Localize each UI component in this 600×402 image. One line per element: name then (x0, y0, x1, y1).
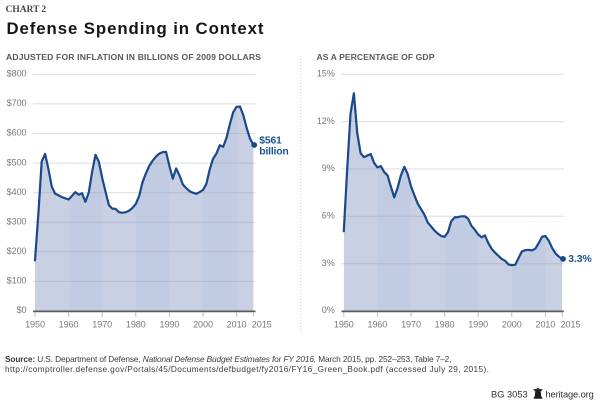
svg-text:12%: 12% (317, 116, 335, 126)
svg-text:$600: $600 (7, 128, 27, 138)
svg-text:1970: 1970 (92, 319, 112, 329)
svg-text:1960: 1960 (59, 319, 79, 329)
svg-text:1990: 1990 (159, 319, 179, 329)
svg-text:$200: $200 (7, 246, 27, 256)
svg-text:1980: 1980 (126, 319, 146, 329)
svg-text:2010: 2010 (535, 319, 555, 329)
svg-text:2000: 2000 (502, 319, 522, 329)
svg-text:$100: $100 (7, 276, 27, 286)
svg-text:billion: billion (259, 147, 288, 158)
svg-text:3%: 3% (322, 258, 335, 268)
svg-text:1970: 1970 (401, 319, 421, 329)
svg-text:$561: $561 (259, 135, 282, 146)
svg-text:$800: $800 (7, 69, 27, 79)
svg-text:15%: 15% (317, 69, 335, 79)
svg-text:1950: 1950 (334, 319, 354, 329)
svg-text:3.3%: 3.3% (568, 254, 591, 265)
svg-text:6%: 6% (322, 211, 335, 221)
svg-text:1950: 1950 (25, 319, 45, 329)
svg-text:$400: $400 (7, 187, 27, 197)
svg-text:0%: 0% (322, 305, 335, 315)
svg-text:1960: 1960 (367, 319, 387, 329)
svg-text:9%: 9% (322, 163, 335, 173)
svg-text:2015: 2015 (252, 319, 272, 329)
svg-text:$500: $500 (7, 157, 27, 167)
svg-text:$300: $300 (7, 216, 27, 226)
svg-text:2000: 2000 (193, 319, 213, 329)
svg-text:1990: 1990 (468, 319, 488, 329)
svg-text:2015: 2015 (561, 319, 581, 329)
svg-text:$0: $0 (17, 305, 27, 315)
svg-text:2010: 2010 (227, 319, 247, 329)
svg-text:1980: 1980 (435, 319, 455, 329)
svg-text:$700: $700 (7, 98, 27, 108)
